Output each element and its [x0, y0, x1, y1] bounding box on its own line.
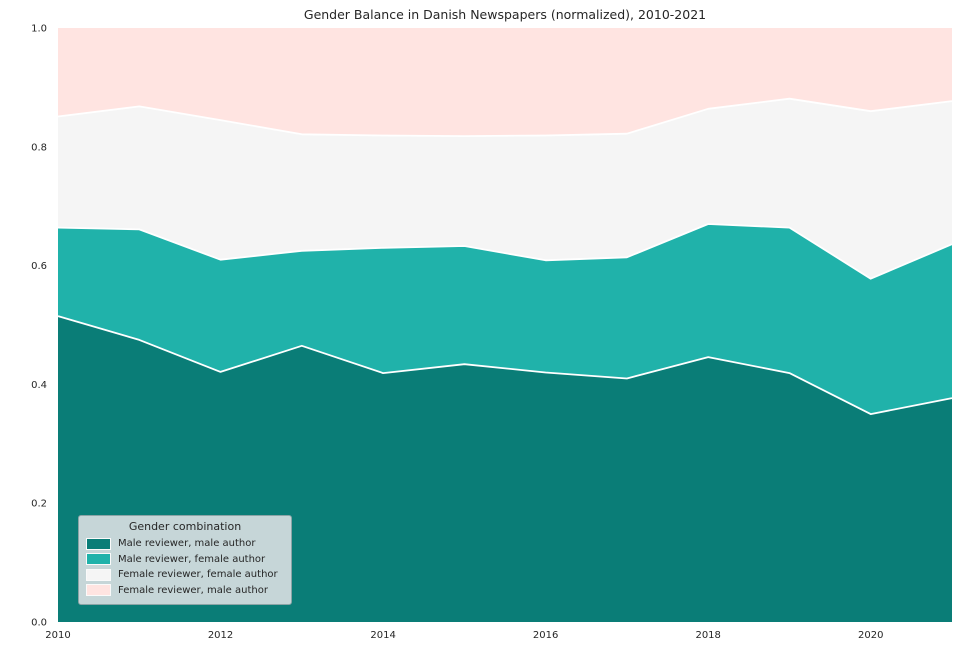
area-2-male-reviewer-female-author	[58, 224, 952, 415]
legend-swatch	[86, 584, 111, 597]
legend-item-label: Male reviewer, female author	[118, 553, 266, 565]
legend-swatch	[86, 553, 111, 566]
y-tick-label: 0.6	[31, 261, 47, 272]
legend-items: Male reviewer, male author Male reviewer,…	[83, 536, 287, 598]
x-tick-label: 2012	[208, 630, 233, 641]
legend-swatch	[86, 537, 111, 550]
legend-item: Female reviewer, female author	[83, 567, 287, 583]
area-3-female-reviewer-female-author	[58, 98, 952, 279]
legend-item: Female reviewer, male author	[83, 583, 287, 599]
legend-item: Male reviewer, male author	[83, 536, 287, 552]
x-tick-label: 2016	[533, 630, 558, 641]
legend-swatch	[86, 568, 111, 581]
area-boundary-line	[57, 223, 953, 280]
y-tick-label: 0.2	[31, 499, 47, 510]
x-tick-label: 2014	[370, 630, 395, 641]
legend: Gender combination Male reviewer, male a…	[78, 515, 292, 605]
legend-item-label: Female reviewer, female author	[118, 569, 278, 581]
y-tick-label: 1.0	[31, 24, 47, 35]
y-tick-label: 0.0	[31, 618, 47, 629]
y-tick-label: 0.8	[31, 142, 47, 153]
legend-item-label: Female reviewer, male author	[118, 584, 268, 596]
area-boundary-line	[57, 97, 953, 137]
legend-item-label: Male reviewer, male author	[118, 538, 256, 550]
x-tick-label: 2010	[45, 630, 70, 641]
x-tick-label: 2020	[858, 630, 883, 641]
legend-title: Gender combination	[128, 520, 242, 533]
y-tick-label: 0.4	[31, 380, 47, 391]
chart-title: Gender Balance in Danish Newspapers (nor…	[303, 7, 707, 22]
legend-item: Male reviewer, female author	[83, 552, 287, 568]
area-4-female-reviewer-male-author	[58, 28, 952, 137]
area-boundary-line	[57, 315, 953, 415]
x-tick-label: 2018	[695, 630, 720, 641]
